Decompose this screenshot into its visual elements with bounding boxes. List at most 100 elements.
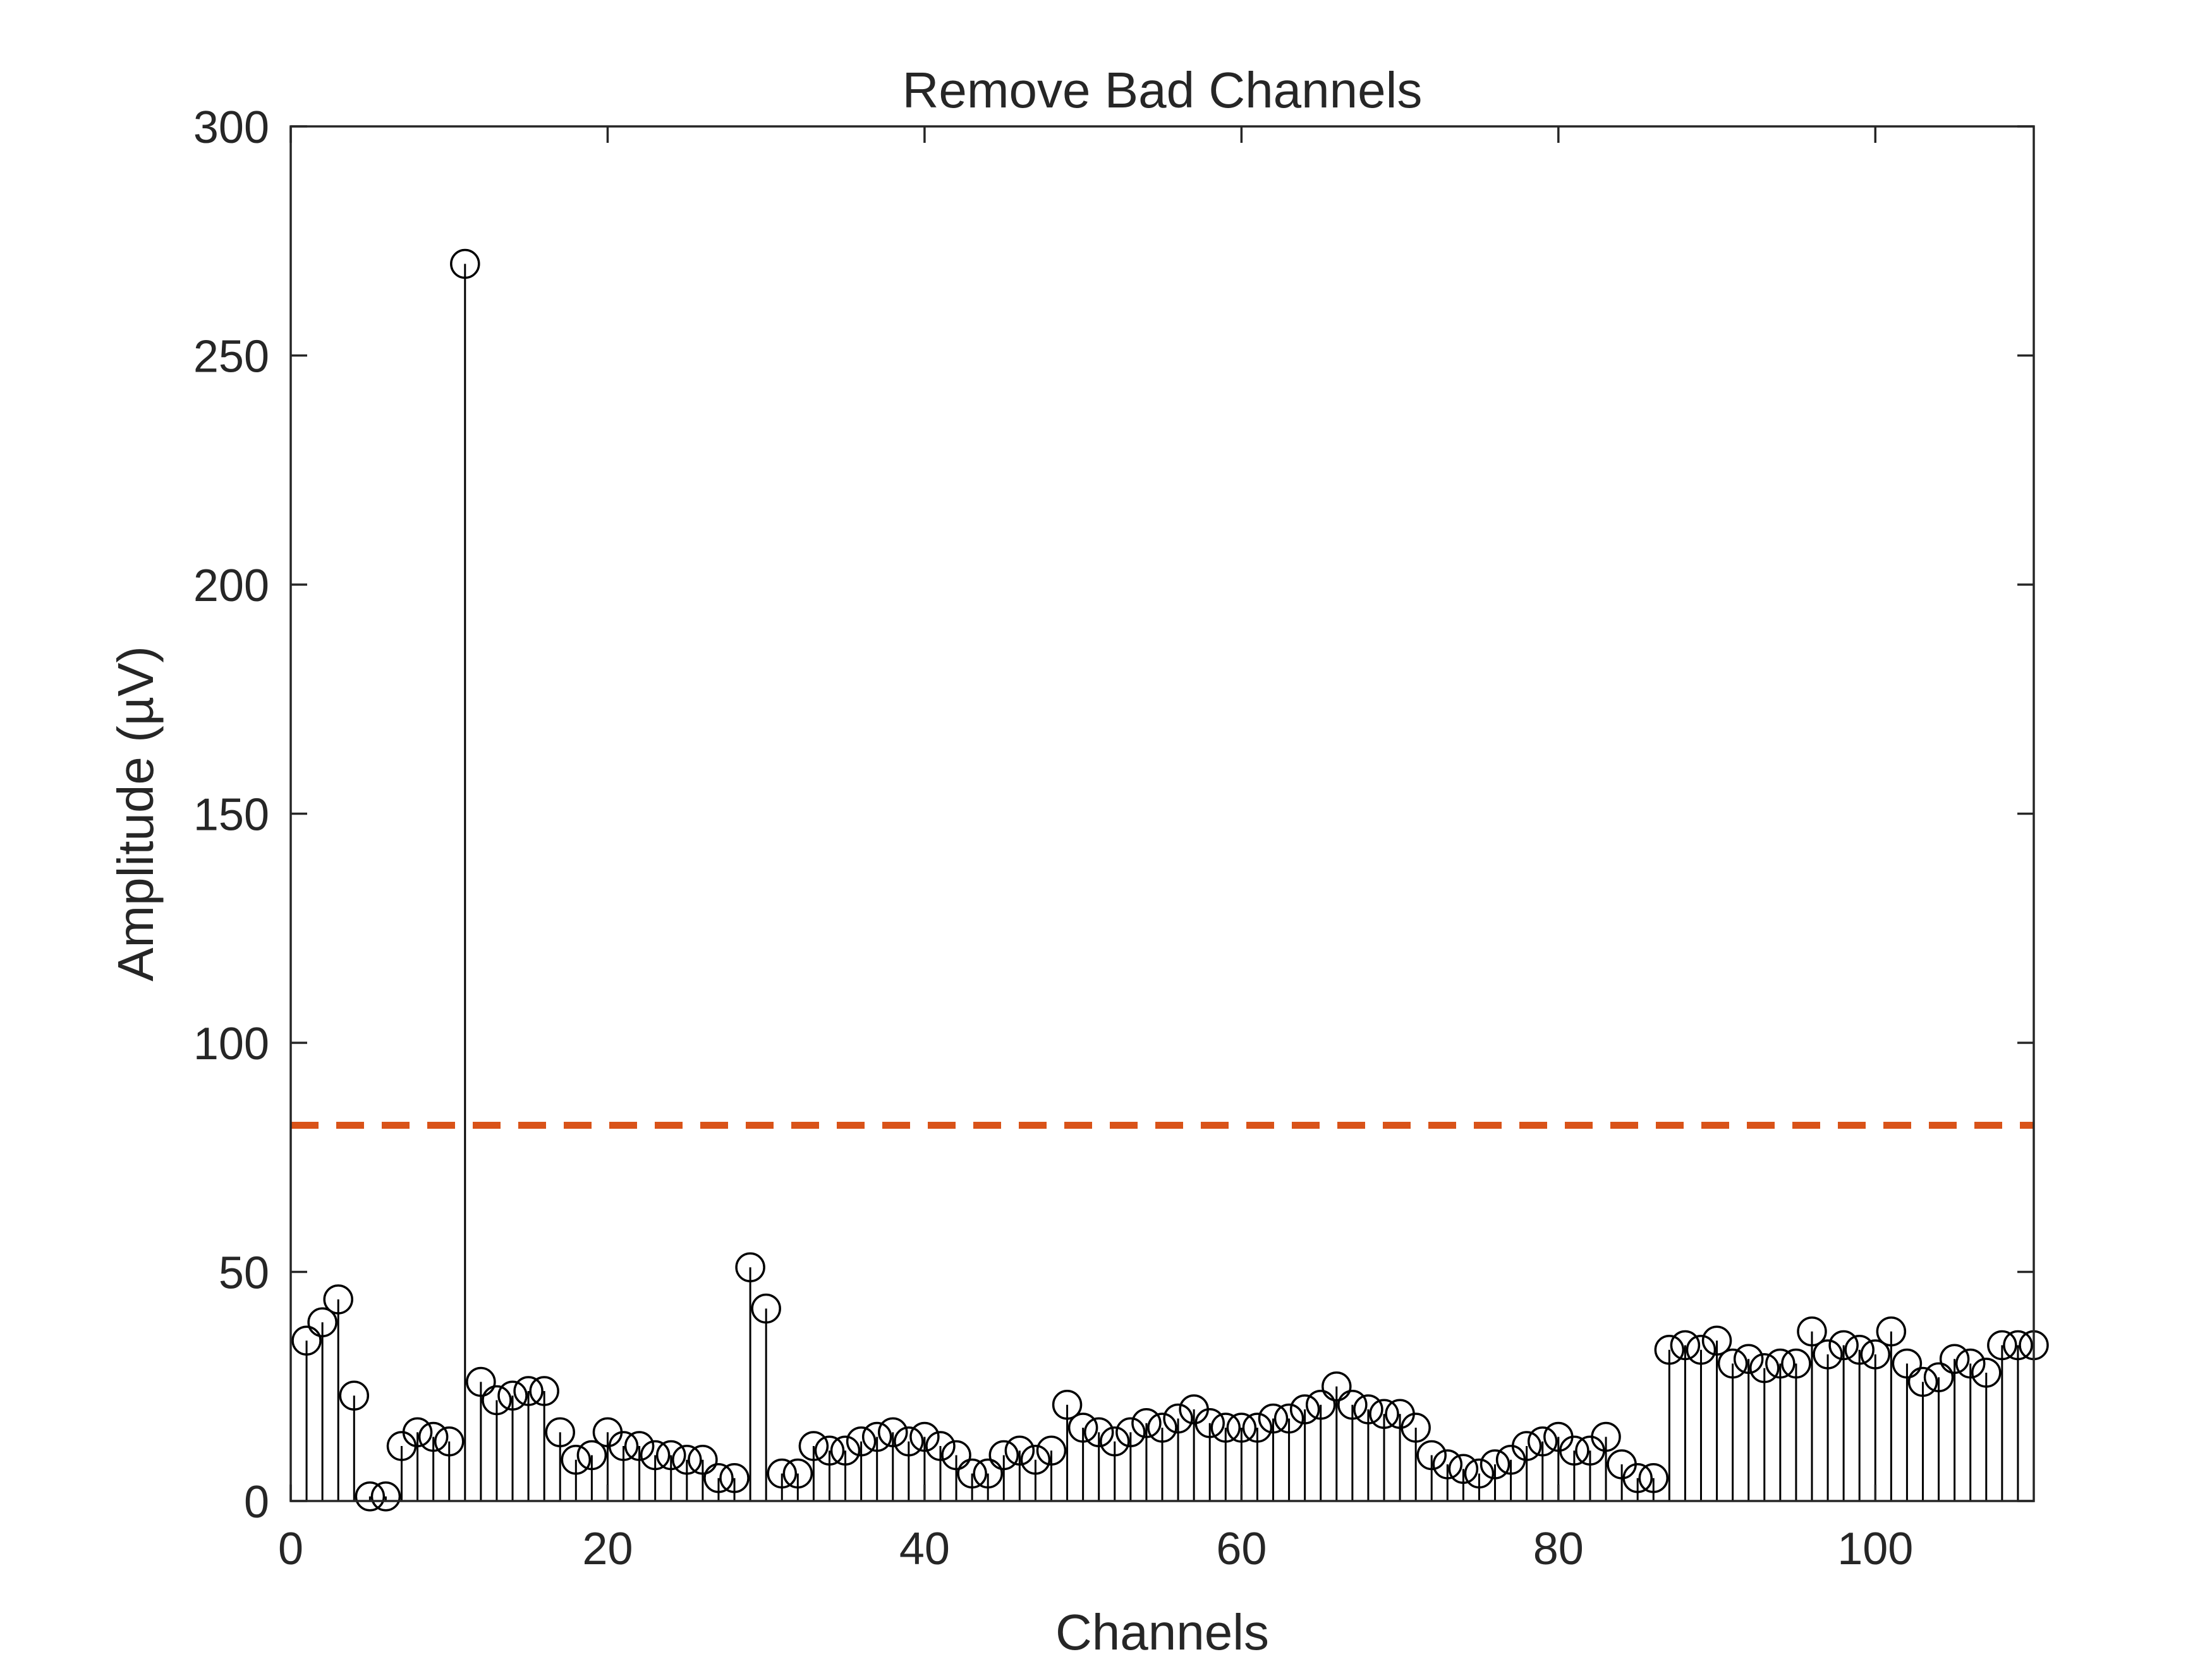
chart-title: Remove Bad Channels: [902, 62, 1423, 118]
stem-marker: [1527, 1426, 1558, 1457]
stem-marker: [561, 1445, 592, 1475]
stem-marker: [1781, 1348, 1811, 1379]
stem-marker: [402, 1417, 433, 1447]
stem-marker: [703, 1463, 734, 1493]
stem-marker: [1480, 1449, 1510, 1480]
stem-marker: [307, 1307, 337, 1337]
stem-marker: [608, 1431, 639, 1461]
stem-marker: [1717, 1348, 1748, 1379]
stem-marker: [655, 1440, 686, 1471]
stem-marker: [1844, 1335, 1875, 1365]
stem-marker: [1163, 1403, 1193, 1434]
stem-marker: [925, 1431, 956, 1461]
stem-marker: [339, 1380, 370, 1411]
stem-marker: [1464, 1458, 1495, 1489]
stem-marker: [1939, 1344, 1970, 1374]
stem-marker: [1273, 1403, 1304, 1434]
stem-marker: [798, 1431, 829, 1461]
stem-marker: [1242, 1413, 1273, 1443]
stem-marker: [466, 1366, 496, 1397]
stem-marker: [1194, 1408, 1225, 1438]
stem-marker: [1638, 1463, 1669, 1493]
stem-marker: [941, 1440, 971, 1471]
stem-marker: [735, 1252, 765, 1282]
stem-marker: [1067, 1413, 1098, 1443]
stem-marker: [1701, 1325, 1732, 1356]
stem-marker: [988, 1440, 1019, 1471]
stem-marker: [513, 1376, 544, 1406]
stem-marker: [450, 248, 480, 279]
stem-marker: [1591, 1421, 1621, 1452]
stem-marker: [482, 1385, 512, 1416]
stem-marker: [1353, 1394, 1383, 1425]
stem-marker: [1305, 1390, 1336, 1420]
stem-marker: [1337, 1390, 1368, 1420]
y-tick-label: 50: [219, 1248, 269, 1299]
stem-marker: [830, 1435, 861, 1466]
stem-marker: [1004, 1435, 1035, 1466]
ticks-group: [289, 125, 2034, 1502]
x-axis-label: Channels: [1055, 1604, 1269, 1659]
stem-marker: [1416, 1440, 1447, 1471]
stem-marker: [1226, 1413, 1257, 1443]
stem-marker: [1828, 1330, 1859, 1361]
stem-marker: [894, 1426, 924, 1457]
stem-marker: [1322, 1371, 1352, 1402]
x-tick-label: 60: [1216, 1524, 1267, 1574]
stem-marker: [1289, 1394, 1320, 1425]
y-tick-label: 200: [193, 561, 269, 611]
stem-marker: [434, 1426, 465, 1457]
markers-group: [291, 248, 2049, 1512]
stem-marker: [355, 1481, 386, 1512]
stems-group: [305, 264, 2035, 1501]
stem-marker: [909, 1421, 940, 1452]
stem-marker: [1923, 1362, 1954, 1392]
y-tick-label: 250: [193, 332, 269, 382]
tick-labels-group: 0 20 40 60 80 100 0 50 100 150 200 250 300: [193, 102, 1913, 1574]
stem-marker: [529, 1376, 559, 1406]
x-tick-label: 20: [582, 1524, 633, 1574]
stem-marker: [1559, 1435, 1589, 1466]
stem-marker: [1813, 1339, 1843, 1370]
stem-marker: [1971, 1358, 2002, 1388]
stem-marker: [1955, 1348, 1986, 1379]
stem-marker: [1907, 1366, 1938, 1397]
stem-marker: [576, 1440, 607, 1471]
x-tick-label: 100: [1837, 1524, 1913, 1574]
stem-marker: [1115, 1417, 1146, 1447]
stem-marker: [814, 1435, 845, 1466]
stem-marker: [1369, 1399, 1399, 1429]
stem-marker: [751, 1293, 781, 1324]
stem-marker: [624, 1431, 655, 1461]
stem-marker: [1036, 1435, 1067, 1466]
y-tick-label: 100: [193, 1019, 269, 1069]
y-axis-label: Amplitude (µV): [107, 646, 164, 981]
stem-marker: [545, 1417, 575, 1447]
stem-marker: [846, 1426, 877, 1457]
stem-marker: [640, 1440, 671, 1471]
stem-marker: [1765, 1348, 1796, 1379]
stem-marker: [1052, 1390, 1083, 1420]
stem-marker: [767, 1458, 798, 1489]
stem-marker: [1258, 1403, 1289, 1434]
stem-marker: [1622, 1463, 1653, 1493]
stem-marker: [418, 1421, 449, 1452]
stem-marker: [1511, 1431, 1542, 1461]
stem-marker: [1654, 1335, 1685, 1365]
stem-marker: [1987, 1330, 2017, 1361]
stem-marker: [861, 1421, 892, 1452]
stem-marker: [878, 1417, 908, 1447]
x-tick-label: 40: [899, 1524, 950, 1574]
stem-marker: [370, 1481, 401, 1512]
stem-marker: [782, 1458, 813, 1489]
stem-marker: [1670, 1330, 1701, 1361]
stem-marker: [688, 1445, 718, 1475]
stem-marker: [1860, 1339, 1891, 1370]
stem-marker: [1797, 1316, 1827, 1347]
stem-marker: [1686, 1335, 1717, 1365]
y-tick-label: 300: [193, 102, 269, 153]
stem-marker: [1749, 1353, 1780, 1383]
stem-marker: [1432, 1449, 1463, 1480]
